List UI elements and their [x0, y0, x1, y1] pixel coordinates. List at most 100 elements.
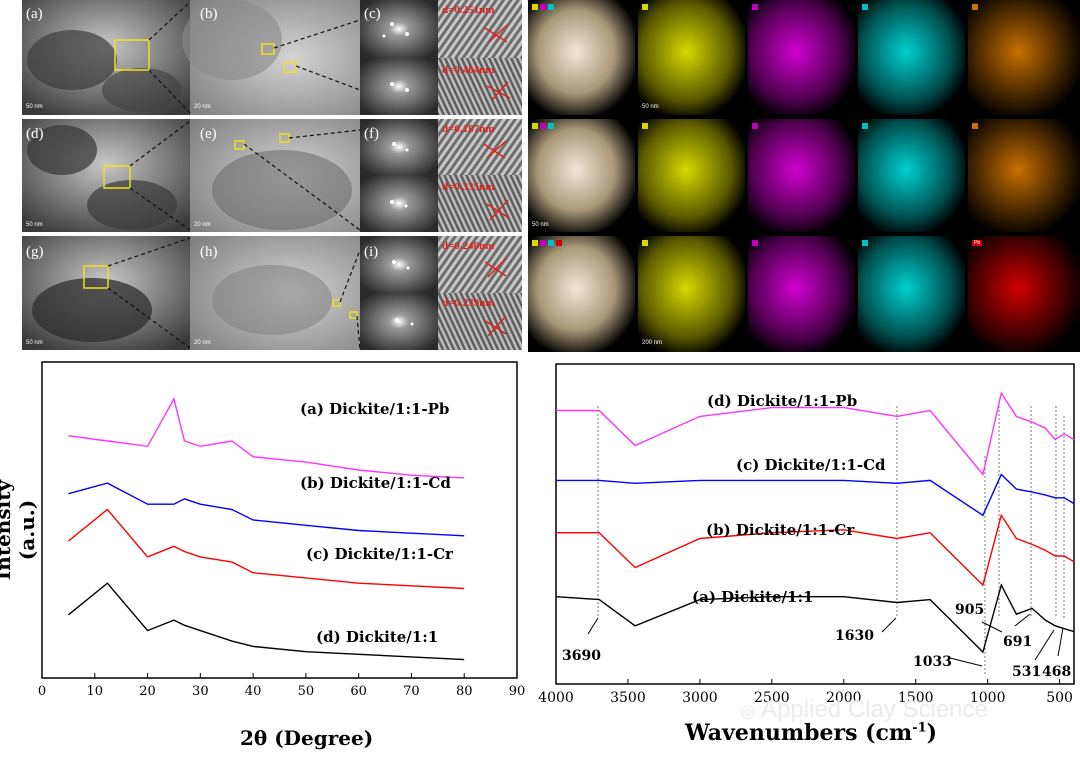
fft-spots — [382, 22, 414, 326]
xrd-frame — [41, 361, 518, 679]
ftir-chart: 4000 3500 3000 2500 2000 1500 1000 500 (d) Dick… — [530, 356, 1080, 763]
hrtem-4 — [438, 175, 522, 232]
label-h: (h) — [200, 244, 218, 260]
ftir-arrows — [587, 613, 1064, 667]
xrd-series-line — [68, 482, 465, 537]
zoom-lines — [107, 1, 361, 351]
ftir-xlabel: Wavenumbers (cm-1) — [685, 720, 937, 746]
edx-tags — [532, 4, 982, 246]
ftir-legend-c: (c) Dickite/1:1-Cd — [736, 456, 886, 474]
tem-f-top — [360, 119, 438, 175]
xrd-tick-label: 0 — [38, 684, 46, 699]
edx-scale-1: 50 nm — [642, 104, 659, 110]
xrd-legend-a: (a) Dickite/1:1-Pb — [300, 400, 450, 418]
ftir-xlabel-close: ) — [926, 720, 938, 746]
particle — [212, 150, 352, 230]
edx-al-2 — [638, 119, 745, 232]
scale-g: 50 nm — [26, 340, 43, 346]
lattice-markers — [483, 24, 511, 337]
ftir-tick-label: 1500 — [898, 690, 934, 706]
tem-c-top — [360, 0, 438, 58]
ftir-xlabel-sup: -1 — [912, 720, 927, 736]
ftir-legend-b: (b) Dickite/1:1-Cr — [706, 521, 855, 539]
ftir-guides — [597, 406, 1065, 676]
xrd-tick-label: 60 — [350, 684, 367, 699]
xrd-chart: 0 10 20 30 40 50 60 70 80 90 Intensity (a.u.) 2θ … — [0, 356, 530, 763]
edx-overlay-2 — [528, 119, 635, 232]
ftir-xlabel-text: Wavenumbers (cm — [685, 720, 913, 746]
xrd-tick-label: 40 — [245, 684, 262, 699]
ftir-frame — [555, 363, 1075, 685]
label-e: (e) — [200, 126, 217, 142]
scale-d: 50 nm — [26, 222, 43, 228]
watermark-text: Applied Clay Science — [761, 696, 988, 723]
dspacing-6: d=0.239nm — [442, 297, 495, 309]
scale-b: 20 nm — [194, 104, 211, 110]
xrd-tick-label: 90 — [509, 684, 526, 699]
wechat-icon: ◎ — [740, 701, 756, 721]
peak-905: 905 — [955, 602, 985, 618]
label-b: (b) — [200, 6, 218, 22]
xrd-xlabel: 2θ (Degree) — [240, 726, 374, 750]
hrtem-5 — [438, 236, 522, 293]
edx-pb-tag: Pb — [974, 240, 981, 246]
label-g: (g) — [26, 244, 44, 260]
ftir-legend-d: (d) Dickite/1:1-Pb — [707, 392, 858, 410]
tem-i-bottom — [360, 293, 438, 350]
peak-3690: 3690 — [562, 648, 601, 664]
xrd-ylabel: Intensity (a.u.) — [0, 479, 39, 581]
particle — [27, 30, 117, 90]
particle — [182, 0, 282, 80]
xrd-legend-d: (d) Dickite/1:1 — [316, 628, 439, 646]
edx-scale-3: 200 nm — [642, 340, 663, 346]
scale-e: 20 nm — [194, 222, 211, 228]
ftir-legend-a: (a) Dickite/1:1 — [692, 588, 814, 606]
edx-si-2 — [748, 119, 855, 232]
edx-si-3 — [748, 236, 855, 352]
particle — [87, 180, 177, 230]
label-c: (c) — [364, 6, 381, 22]
tem-f-bottom — [360, 175, 438, 232]
xrd-series-line — [68, 397, 465, 479]
xrd-tick-label: 20 — [139, 684, 156, 699]
ftir-series-line — [556, 513, 1075, 587]
label-a: (a) — [26, 6, 43, 22]
xrd-tick-label: 30 — [192, 684, 209, 699]
peak-691: 691 — [1003, 634, 1033, 650]
label-i: (i) — [364, 244, 379, 260]
tem-c-bottom — [360, 58, 438, 115]
edx-metal-2 — [968, 119, 1080, 232]
dspacing-4: d=0.335nm — [442, 181, 495, 193]
tem-i-top — [360, 236, 438, 293]
particle — [27, 125, 97, 175]
dspacing-1: d=0.251nm — [442, 4, 495, 16]
ftir-svg: 4000 3500 3000 2500 2000 1500 1000 500 — [538, 363, 1075, 706]
xrd-legend-c: (c) Dickite/1:1-Cr — [306, 545, 453, 563]
edx-al-1 — [638, 0, 745, 115]
label-d: (d) — [26, 126, 44, 142]
peak-1630: 1630 — [835, 628, 874, 644]
ftir-tick-label: 2500 — [754, 690, 790, 706]
xrd-series-line — [67, 582, 465, 661]
ftir-tick-label: 500 — [1046, 690, 1073, 706]
dspacing-5: d=0.240nm — [442, 240, 495, 252]
particle — [212, 265, 332, 335]
ftir-tick-label: 4000 — [538, 690, 574, 706]
ftir-series-line — [555, 583, 1075, 654]
edx-figure: 50 nm 50 nm 200 nm Pb — [528, 0, 1080, 352]
peak-468: 468 — [1042, 664, 1072, 680]
xrd-tick-label: 50 — [298, 684, 315, 699]
hrtem-2 — [438, 58, 522, 115]
hrtem-6 — [438, 293, 522, 350]
dspacing-2: d=0.404nm — [442, 64, 495, 76]
xrd-legend-b: (b) Dickite/1:1-Cd — [300, 474, 451, 492]
xrd-tick-label: 10 — [87, 684, 104, 699]
watermark: ◎ Applied Clay Science — [740, 696, 988, 724]
scale-h: 20 nm — [194, 340, 211, 346]
ftir-tick-label: 1000 — [970, 690, 1006, 706]
xrd-svg: 0 10 20 30 40 50 60 70 80 90 — [38, 361, 526, 699]
tem-svg — [22, 0, 522, 351]
edx-o-3 — [858, 236, 965, 352]
ftir-series-line — [556, 473, 1075, 517]
hrtem-3 — [438, 119, 522, 175]
